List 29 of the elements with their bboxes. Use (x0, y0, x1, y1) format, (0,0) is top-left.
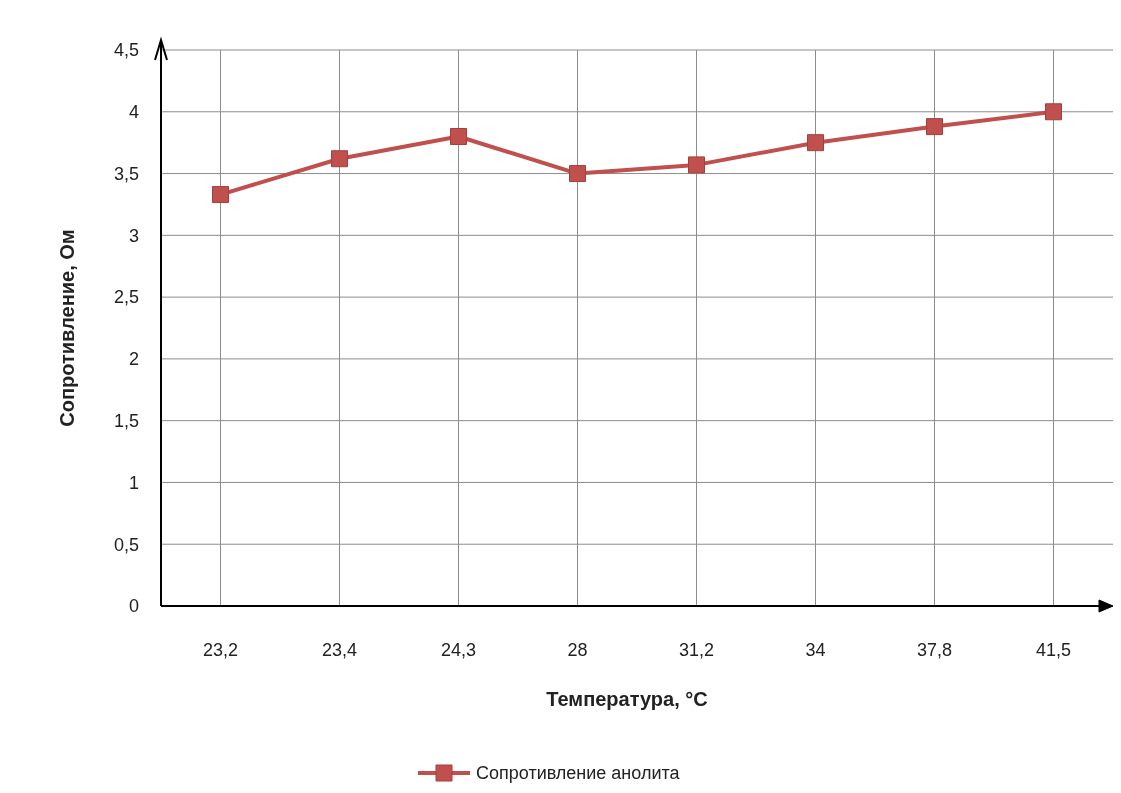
x-tick-label: 23,4 (321, 640, 358, 660)
point (212, 186, 229, 204)
y-axis-title: Сопротивление, Ом (56, 229, 78, 427)
y-tick-label: 2,5 (113, 287, 139, 308)
x-tick-label: 41,5 (1035, 640, 1072, 660)
y-tick-label: 0,5 (113, 534, 139, 555)
legend-label: Сопротивление анолита (476, 763, 681, 784)
point (688, 156, 705, 174)
point (331, 150, 348, 168)
y-tick-label: 1 (128, 472, 139, 493)
y-tick-label: 4,5 (113, 40, 139, 61)
x-axis-title: Температура, °C (546, 688, 708, 710)
y-tick-label: 3,5 (113, 163, 139, 184)
point (807, 134, 824, 152)
y-tick-label: 4 (128, 102, 139, 123)
x-tick-label: 28 (567, 640, 588, 660)
x-tick-label: 24,3 (440, 640, 477, 660)
point (450, 127, 467, 145)
point (1045, 103, 1062, 121)
x-tick-label: 34 (805, 640, 826, 660)
point (926, 118, 943, 136)
y-tick-label: 1,5 (113, 410, 139, 431)
y-tick-label: 0 (128, 596, 139, 617)
x-tick-label: 23,2 (202, 640, 239, 660)
x-tick-label: 37,8 (916, 640, 953, 660)
y-tick-label: 2 (128, 349, 139, 370)
y-tick-label: 3 (128, 225, 139, 246)
point (569, 165, 586, 183)
x-tick-label: 31,2 (678, 640, 715, 660)
